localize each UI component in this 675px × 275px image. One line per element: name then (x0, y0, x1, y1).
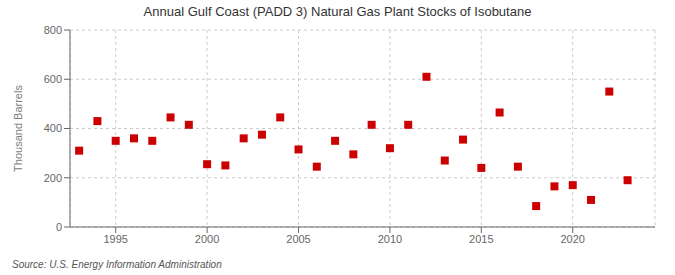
svg-text:2010: 2010 (378, 233, 402, 245)
svg-text:2005: 2005 (286, 233, 310, 245)
html-text:Annual Gulf Coast (PADD 3) Nat: Annual Gulf Coast (PADD 3) Natural Gas P… (143, 4, 532, 19)
svg-text:400: 400 (44, 122, 62, 134)
svg-text:800: 800 (44, 24, 62, 36)
svg-text:2015: 2015 (469, 233, 493, 245)
svg-text:2000: 2000 (195, 233, 219, 245)
html-text:Source: U.S. Energy Informatio: Source: U.S. Energy Information Administ… (12, 259, 222, 270)
svg-text:Thousand Barrels: Thousand Barrels (12, 85, 24, 172)
svg-text:1995: 1995 (103, 233, 127, 245)
svg-text:2020: 2020 (560, 233, 584, 245)
svg-text:200: 200 (44, 172, 62, 184)
svg-text:600: 600 (44, 73, 62, 85)
svg-text:0: 0 (56, 221, 62, 233)
